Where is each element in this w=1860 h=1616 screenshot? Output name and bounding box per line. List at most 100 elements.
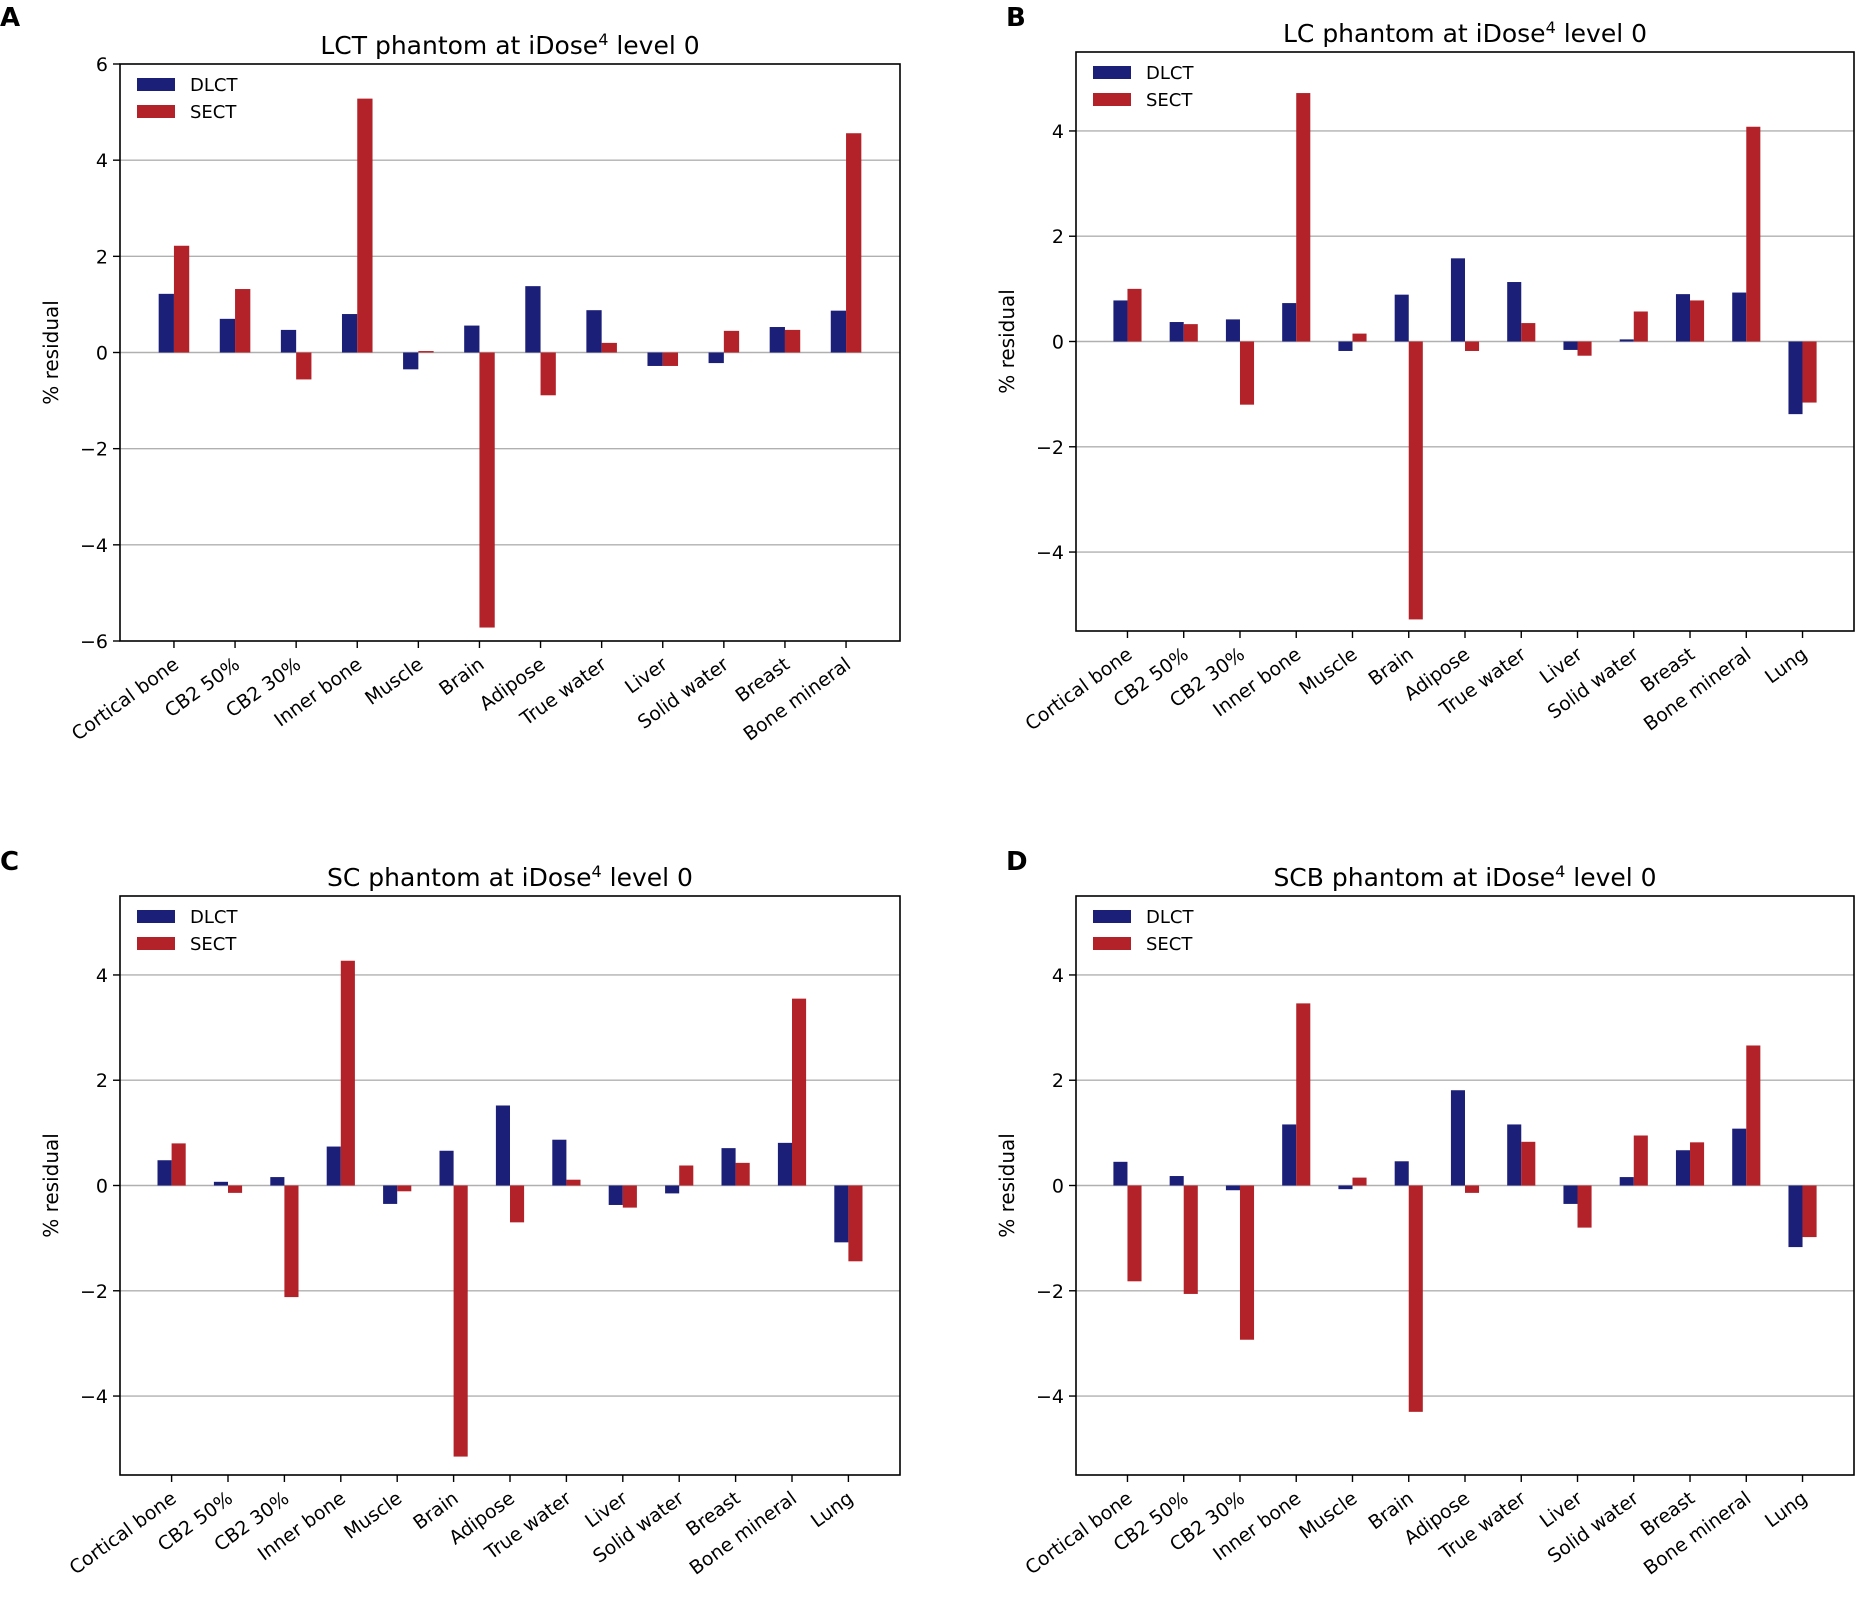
bar-dlct-breast xyxy=(1675,294,1691,342)
x-tick-label: Bone mineral xyxy=(740,653,855,745)
bar-dlct-breast xyxy=(721,1148,736,1186)
x-tick-label: Lung xyxy=(1761,643,1811,688)
y-axis-label-b: % residual xyxy=(995,289,1019,394)
bar-dlct-adipose xyxy=(525,286,541,353)
bar-dlct-liver xyxy=(1563,1185,1578,1204)
bar-sect-cb2-50pct xyxy=(1183,324,1198,342)
y-tick-label: 4 xyxy=(1052,121,1064,143)
bar-sect-cb2-30pct xyxy=(284,1185,299,1298)
bar-dlct-brain xyxy=(439,1150,454,1186)
y-axis-label-d: % residual xyxy=(995,1133,1019,1238)
x-tick-label: Muscle xyxy=(1295,643,1361,699)
bar-sect-inner-bone xyxy=(357,98,373,353)
plot-frame xyxy=(119,63,901,642)
legend-label-sect: SECT xyxy=(1146,90,1193,111)
bar-dlct-solid-water xyxy=(1619,339,1634,342)
y-tick-label: 0 xyxy=(1052,332,1064,354)
legend-swatch-dlct xyxy=(1093,910,1131,923)
panel-letter-b: B xyxy=(1006,3,1026,33)
y-tick-label: 2 xyxy=(1052,1070,1064,1092)
bar-sect-cortical-bone xyxy=(171,1143,186,1186)
bar-dlct-inner-bone xyxy=(341,314,358,353)
legend-swatch-dlct xyxy=(1093,66,1131,79)
bar-sect-breast xyxy=(735,1162,750,1186)
bar-dlct-cortical-bone xyxy=(157,1160,172,1186)
legend-swatch-sect xyxy=(137,105,175,118)
bar-sect-liver xyxy=(662,352,679,366)
bar-dlct-adipose xyxy=(1450,1090,1465,1186)
bar-sect-breast xyxy=(1690,300,1705,342)
bar-sect-cb2-30pct xyxy=(1239,341,1255,405)
bar-sect-bone-mineral xyxy=(846,133,862,353)
panel-letter-d: D xyxy=(1006,847,1028,877)
bar-sect-muscle xyxy=(397,1185,412,1192)
bar-sect-true-water xyxy=(566,1179,581,1186)
chart-title-tail: level 0 xyxy=(602,863,693,892)
bar-dlct-cortical-bone xyxy=(158,293,174,353)
bar-dlct-liver xyxy=(608,1185,623,1205)
chart-title-tail: level 0 xyxy=(1565,863,1656,892)
bar-dlct-brain xyxy=(464,325,480,353)
x-tick-label: Liver xyxy=(621,653,672,698)
legend-label-sect: SECT xyxy=(190,102,237,123)
bar-dlct-muscle xyxy=(1338,341,1353,351)
bar-sect-inner-bone xyxy=(1296,93,1311,342)
y-tick-label: −4 xyxy=(1036,542,1064,564)
bar-dlct-cortical-bone xyxy=(1113,1161,1128,1186)
chart-title-superscript: 4 xyxy=(598,30,608,49)
bar-dlct-muscle xyxy=(383,1185,398,1204)
bar-sect-bone-mineral xyxy=(1746,1045,1761,1186)
y-tick-label: −2 xyxy=(1036,437,1064,459)
x-tick-label: Lung xyxy=(807,1487,857,1532)
legend-label-sect: SECT xyxy=(190,934,237,955)
bar-dlct-cb2-50pct xyxy=(1169,322,1184,342)
legend-label-dlct: DLCT xyxy=(190,907,238,928)
panel-letter-c: C xyxy=(0,847,19,877)
bar-sect-bone-mineral xyxy=(1746,126,1761,342)
chart-title-main: LCT phantom at iDose xyxy=(320,31,598,60)
y-tick-label: 4 xyxy=(96,150,108,172)
bar-sect-lung xyxy=(848,1185,863,1262)
legend-label-dlct: DLCT xyxy=(1146,907,1194,928)
bar-dlct-brain xyxy=(1394,1161,1409,1186)
bar-sect-inner-bone xyxy=(1296,1003,1311,1186)
legend-swatch-sect xyxy=(137,937,175,950)
chart-title-tail: level 0 xyxy=(1556,19,1647,48)
chart-title-main: SCB phantom at iDose xyxy=(1273,863,1555,892)
bar-sect-adipose xyxy=(540,352,556,396)
bar-sect-true-water xyxy=(601,342,617,353)
legend-label-sect: SECT xyxy=(1146,934,1193,955)
y-tick-label: −4 xyxy=(1036,1386,1064,1408)
bar-sect-true-water xyxy=(1521,1141,1536,1186)
bar-dlct-cb2-30pct xyxy=(1225,1185,1240,1191)
plot-frame xyxy=(1075,895,1855,1476)
y-tick-label: 2 xyxy=(96,246,108,268)
bar-dlct-breast xyxy=(769,327,785,353)
y-tick-label: 4 xyxy=(1052,965,1064,987)
bar-sect-brain xyxy=(479,352,495,628)
y-tick-label: −4 xyxy=(80,1386,108,1408)
bar-sect-cb2-50pct xyxy=(1183,1185,1198,1294)
bar-sect-muscle xyxy=(1352,1177,1367,1186)
bar-dlct-liver xyxy=(647,352,663,366)
plot-frame xyxy=(1075,51,1855,632)
y-tick-label: −2 xyxy=(1036,1281,1064,1303)
bar-dlct-bone-mineral xyxy=(777,1142,792,1186)
bar-sect-cortical-bone xyxy=(1127,1185,1142,1282)
bar-dlct-liver xyxy=(1563,341,1578,350)
y-tick-label: 4 xyxy=(96,965,108,987)
y-axis-label-a: % residual xyxy=(39,300,63,405)
bar-sect-cb2-50pct xyxy=(228,1185,243,1193)
bar-dlct-bone-mineral xyxy=(1732,292,1747,342)
y-tick-label: −2 xyxy=(80,439,108,461)
bar-sect-muscle xyxy=(418,351,434,353)
legend-label-dlct: DLCT xyxy=(1146,63,1194,84)
legend-swatch-dlct xyxy=(137,910,175,923)
bar-dlct-true-water xyxy=(552,1139,567,1186)
legend-label-dlct: DLCT xyxy=(190,75,238,96)
bar-sect-solid-water xyxy=(723,330,740,353)
chart-title-c: SC phantom at iDose4 level 0 xyxy=(327,862,693,892)
